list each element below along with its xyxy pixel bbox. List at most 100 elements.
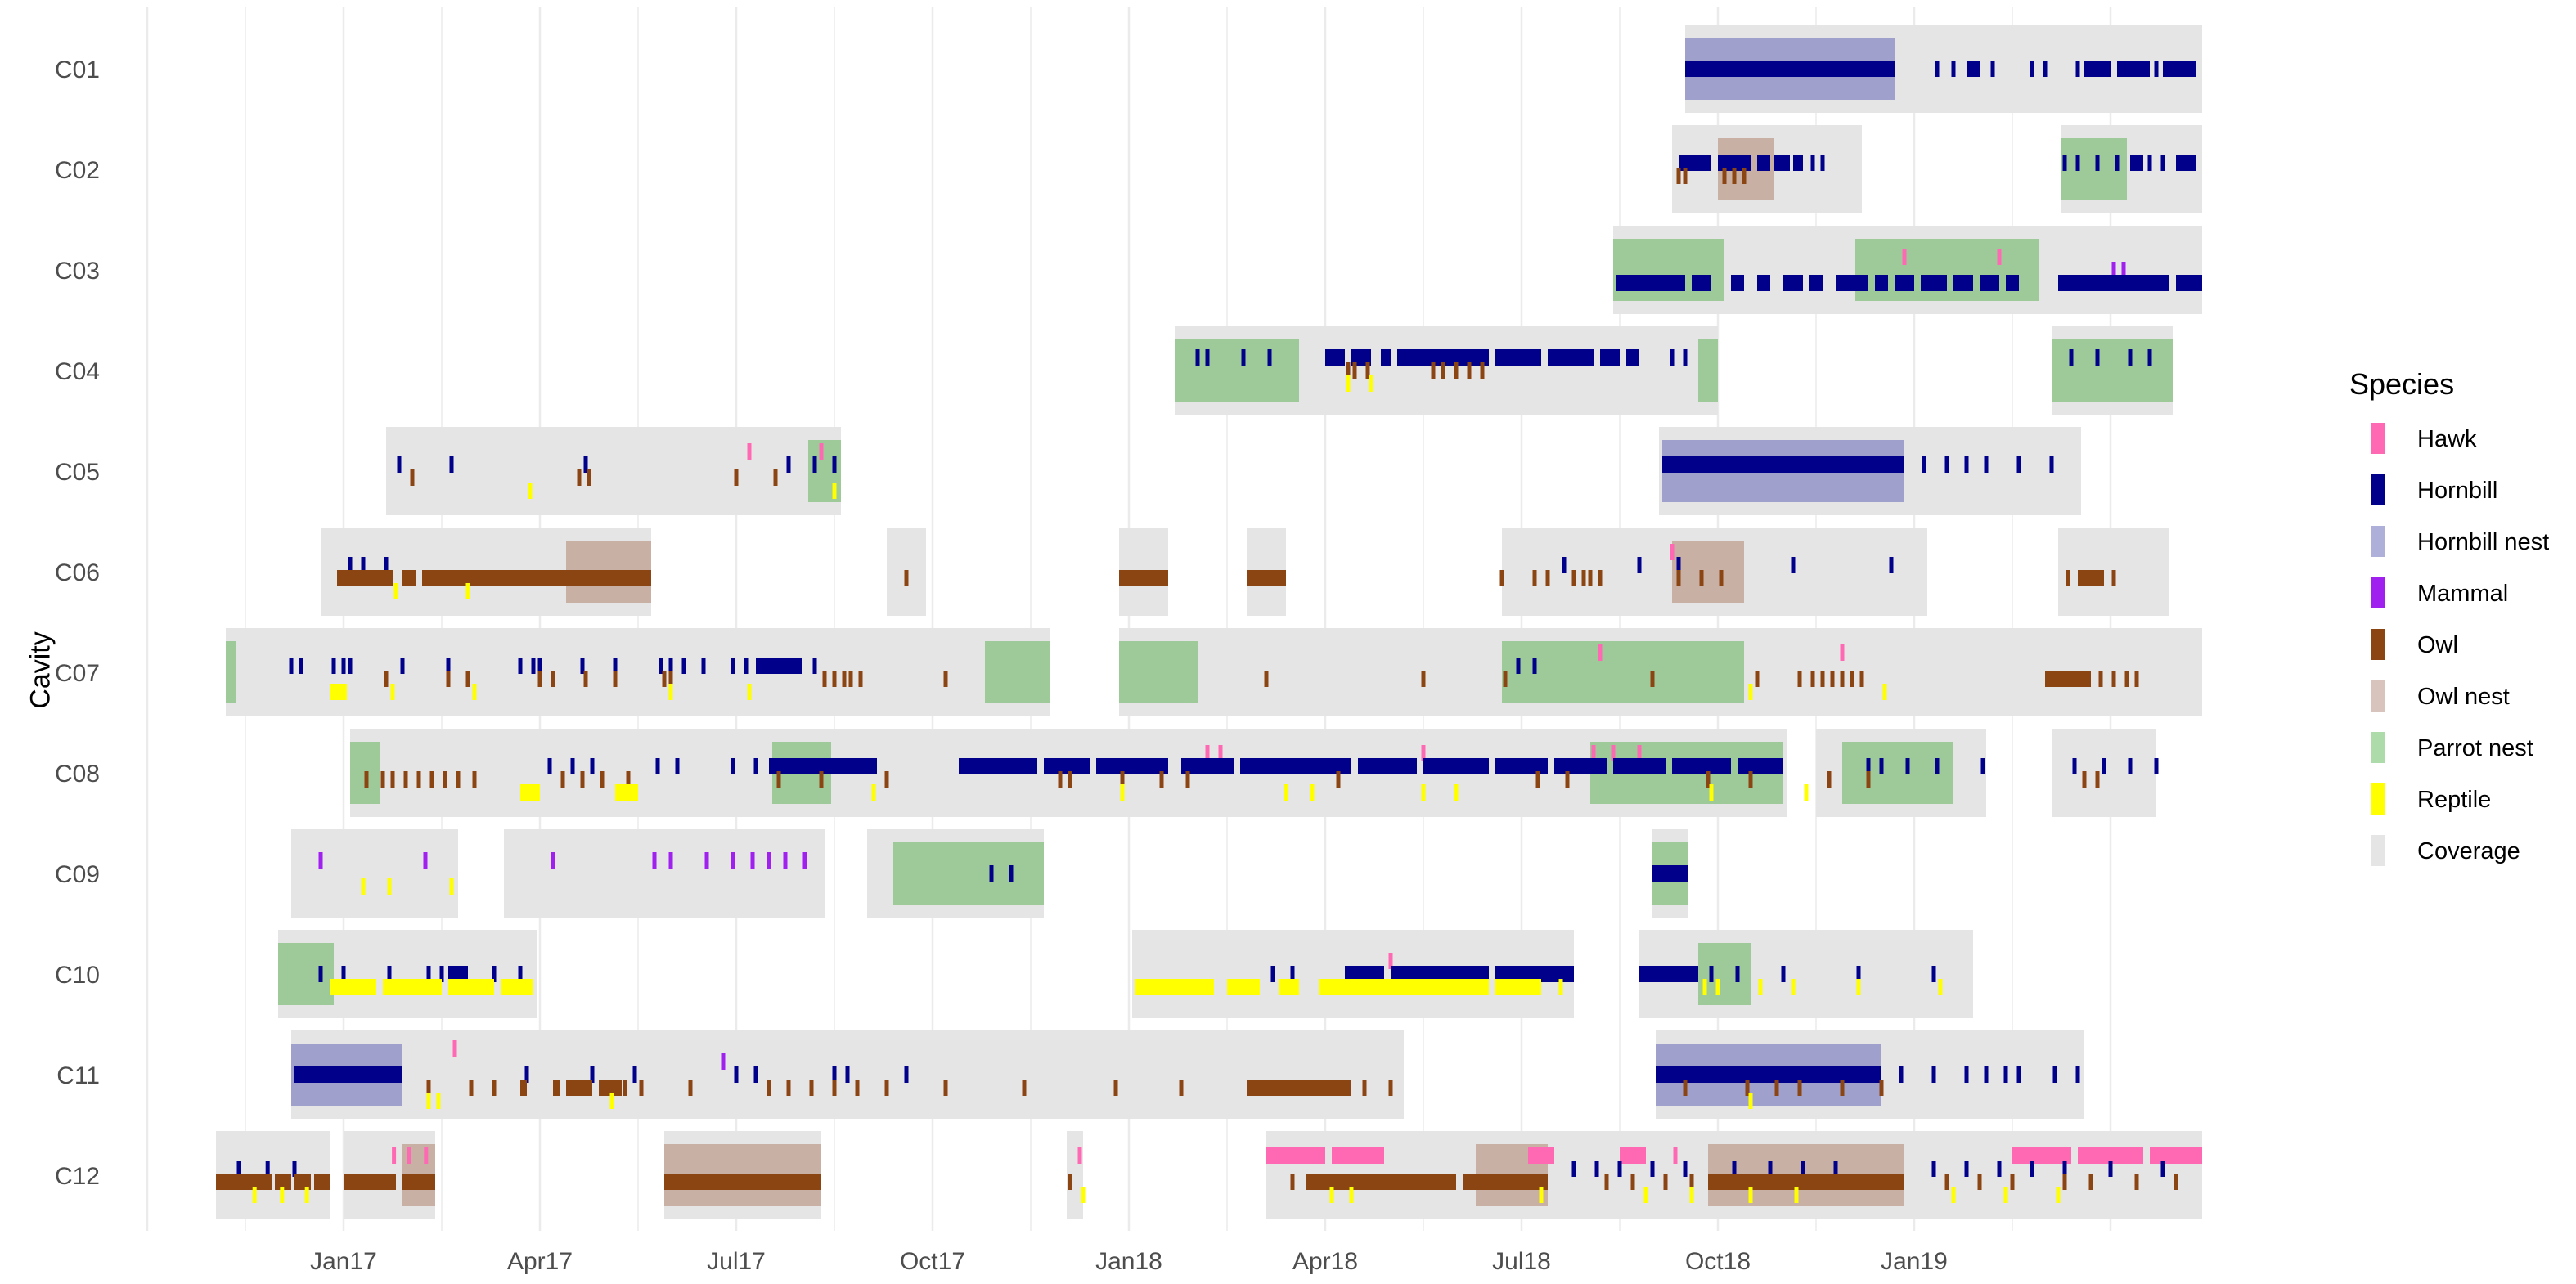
hornbill-detection <box>265 1161 270 1177</box>
row-label: C05 <box>55 459 100 486</box>
reptile-detection <box>832 483 837 499</box>
hornbill-detection <box>744 658 749 674</box>
hornbill-detection <box>1951 61 1956 77</box>
owl-detection <box>1119 570 1168 586</box>
row-label: C03 <box>55 258 100 285</box>
legend-title: Species <box>2349 367 2454 401</box>
hornbill-detection <box>1325 349 1345 366</box>
hornbill-detection <box>1856 966 1861 982</box>
owl-detection <box>848 671 853 687</box>
legend-label: Hawk <box>2417 426 2477 452</box>
hornbill-detection <box>2052 1066 2057 1083</box>
owl-detection <box>2134 671 2139 687</box>
owl-detection <box>2111 671 2116 687</box>
x-tick-label: Oct17 <box>900 1248 965 1275</box>
hornbill-detection <box>2102 758 2106 774</box>
hornbill-detection <box>731 758 735 774</box>
owl-detection <box>1336 771 1341 788</box>
hornbill-detection <box>1931 966 1936 982</box>
hornbill-detection <box>1650 1161 1655 1177</box>
hornbill-detection <box>1391 966 1489 982</box>
owl-detection <box>1850 671 1854 687</box>
legend-label: Mammal <box>2417 581 2508 607</box>
owl-detection <box>443 771 447 788</box>
hornbill-detection <box>1381 349 1391 366</box>
cavity-row-c11: C11 <box>56 1030 2084 1119</box>
hornbill-detection <box>1953 275 1973 291</box>
reptile-detection <box>2003 1187 2008 1203</box>
reptile-detection <box>472 684 477 700</box>
hornbill-detection <box>1783 275 1803 291</box>
owl-detection <box>1545 570 1550 586</box>
x-tick-label: Jan19 <box>1881 1248 1948 1275</box>
hornbill-detection <box>1679 155 1711 171</box>
row-label: C02 <box>55 157 100 184</box>
owl-detection <box>1159 771 1164 788</box>
hornbill-detection <box>1964 456 1969 473</box>
hawk-detection <box>1591 745 1596 761</box>
hornbill-detection <box>1735 966 1740 982</box>
hornbill-detection <box>753 1066 758 1083</box>
owl-detection <box>1719 570 1724 586</box>
hornbill-detection <box>1670 349 1675 366</box>
hornbill-detection <box>294 1066 402 1083</box>
hornbill-detection <box>1571 1161 1576 1177</box>
hornbill-detection <box>2108 1161 2113 1177</box>
parrot-nest-bar <box>1698 339 1718 402</box>
hornbill-detection <box>1731 275 1744 291</box>
hornbill-detection <box>1652 865 1688 882</box>
owl-detection <box>456 771 461 788</box>
reptile-detection <box>1135 979 1214 995</box>
hornbill-detection <box>590 1066 595 1083</box>
owl-detection <box>402 1174 435 1190</box>
hornbill-detection <box>2117 61 2150 77</box>
row-label: C04 <box>55 358 100 385</box>
reptile-detection <box>1748 1093 1753 1109</box>
hornbill-detection <box>1656 1066 1881 1083</box>
hornbill-detection <box>1738 758 1783 774</box>
mammal-detection <box>704 852 709 869</box>
hawk-detection <box>2150 1147 2202 1164</box>
hawk-detection <box>1620 1147 1646 1164</box>
owl-detection <box>2045 671 2091 687</box>
hornbill-detection <box>1270 966 1275 982</box>
hornbill-detection <box>1044 758 1090 774</box>
hornbill-detection <box>2147 155 2152 171</box>
hornbill-detection <box>1935 61 1940 77</box>
mammal-detection <box>783 852 788 869</box>
parrot-nest-bar <box>226 641 236 703</box>
owl-detection <box>314 1174 330 1190</box>
hornbill-detection <box>1009 865 1014 882</box>
hornbill-detection <box>1241 349 1246 366</box>
hornbill-detection <box>1895 275 1914 291</box>
hornbill-detection <box>341 658 346 674</box>
hawk-detection <box>1388 953 1393 969</box>
hornbill-detection <box>1980 275 1999 291</box>
reptile-detection <box>1081 1187 1086 1203</box>
hornbill-detection <box>1617 1161 1622 1177</box>
reptile-detection <box>1882 684 1887 700</box>
reptile-detection <box>668 684 673 700</box>
owl-detection <box>364 771 369 788</box>
owl-detection <box>1676 570 1681 586</box>
owl-detection <box>1247 570 1286 586</box>
hornbill-detection <box>1774 155 1790 171</box>
coverage-bar <box>504 829 825 918</box>
hornbill-detection <box>1351 349 1371 366</box>
hornbill-detection <box>331 658 336 674</box>
legend: Species Hawk Hornbill Hornbill nest Mammal Ow… <box>2349 367 2549 866</box>
row-label: C11 <box>56 1062 100 1089</box>
owl-detection <box>553 1080 560 1096</box>
hornbill-detection <box>1495 966 1574 982</box>
cavity-row-c04: C04 <box>55 326 2173 415</box>
hornbill-detection <box>1810 155 1815 171</box>
reptile-detection <box>1794 1187 1799 1203</box>
reptile-detection <box>426 1093 431 1109</box>
hornbill-detection <box>1997 1161 2002 1177</box>
hornbill-detection <box>439 966 444 982</box>
owl-detection <box>416 771 421 788</box>
owl-detection <box>1830 671 1835 687</box>
owl-detection <box>1431 362 1436 379</box>
hawk-detection <box>1332 1147 1384 1164</box>
hornbill-detection <box>1181 758 1234 774</box>
